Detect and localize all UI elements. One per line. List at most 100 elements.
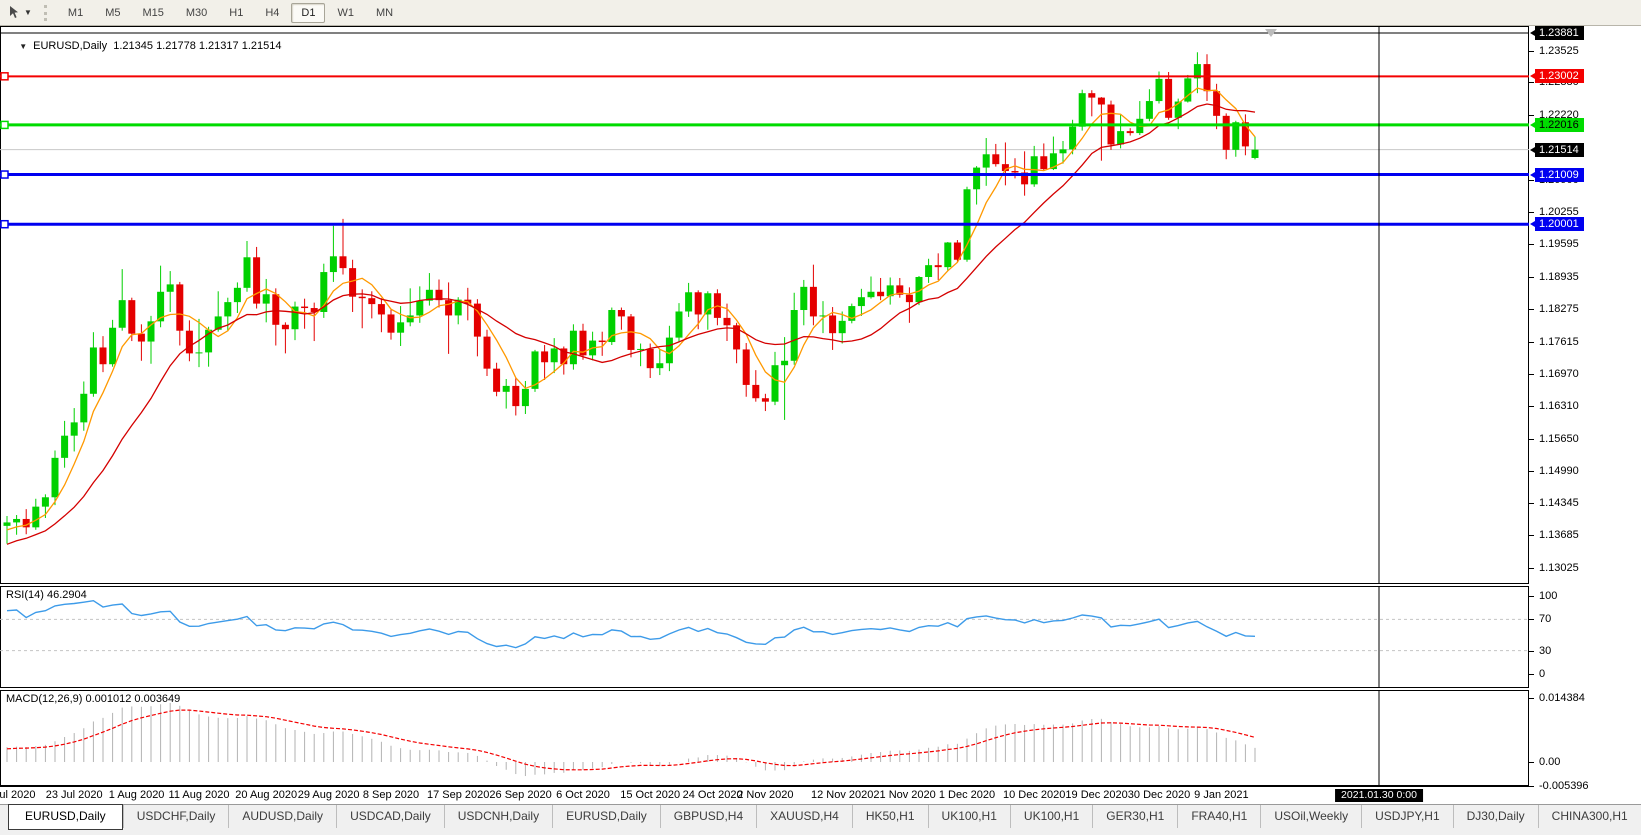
timeframe-button-d1[interactable]: D1: [291, 2, 326, 23]
macd-tick-mark: [1529, 786, 1534, 787]
chart-tab-1[interactable]: USDCHF,Daily: [122, 805, 229, 828]
macd-tick-label: -0.005396: [1539, 780, 1589, 792]
ma-14-line[interactable]: [6, 103, 1256, 545]
macd-indicator-label: MACD(12,26,9) 0.001012 0.003649: [6, 693, 181, 705]
date-label: 14 Jul 2020: [0, 789, 36, 801]
macd-panel[interactable]: [0, 690, 1529, 787]
chart-tab-0[interactable]: EURUSD,Daily: [8, 804, 123, 830]
date-label: 1 Aug 2020: [108, 789, 165, 801]
chart-tab-12[interactable]: FRA40,H1: [1177, 805, 1260, 828]
chart-tab-10[interactable]: UK100,H1: [1009, 805, 1092, 828]
price-badge-1.23002: 1.23002: [1530, 69, 1584, 84]
date-label: 30 Dec 2020: [1127, 789, 1191, 801]
timeframe-button-m15[interactable]: M15: [142, 6, 164, 19]
date-label: 24 Oct 2020: [682, 789, 743, 801]
chart-tab-3[interactable]: USDCAD,Daily: [336, 805, 444, 828]
price-badge-notch: [1530, 171, 1535, 178]
chart-tab-9[interactable]: UK100,H1: [927, 805, 1010, 828]
chart-tab-4[interactable]: USDCNH,Daily: [443, 805, 552, 828]
hline-anchor[interactable]: [0, 72, 9, 81]
price-tick-label: 1.17615: [1539, 335, 1579, 348]
timeframe-button-m1[interactable]: M1: [67, 6, 84, 19]
rsi-tick-label: 30: [1539, 644, 1552, 657]
date-label: 6 Oct 2020: [556, 789, 610, 801]
price-badge-notch: [1530, 221, 1535, 228]
date-badge: 2021.01.30 0:00: [1335, 789, 1423, 802]
timeframe-button-w1[interactable]: W1: [337, 6, 354, 19]
chart-tab-7[interactable]: XAUUSD,H4: [756, 805, 852, 828]
macd-signal-line: [6, 709, 1256, 771]
price-tick-label: 1.18275: [1539, 303, 1579, 316]
price-tick-mark: [1529, 276, 1534, 278]
price-tick-label: 1.23525: [1539, 44, 1579, 57]
macd-tick-label: 0.00: [1539, 756, 1561, 768]
hline-anchor[interactable]: [0, 120, 9, 130]
price-tick-label: 1.14990: [1539, 465, 1579, 478]
price-tick-label: 1.13685: [1539, 529, 1579, 542]
price-badge-1.22016: 1.22016: [1530, 117, 1584, 132]
price-badge-notch: [1530, 146, 1535, 153]
chart-tab-5[interactable]: EURUSD,Daily: [552, 805, 660, 828]
price-badge-1.20001: 1.20001: [1530, 217, 1584, 232]
price-tick-label: 1.13025: [1539, 562, 1579, 574]
timeframe-button-h1[interactable]: H1: [229, 6, 244, 19]
date-label: 11 Aug 2020: [168, 789, 230, 801]
main-chart-panel[interactable]: [0, 26, 1529, 584]
chart-tab-2[interactable]: AUDUSD,Daily: [228, 805, 336, 828]
macd-tick-mark: [1529, 698, 1534, 699]
price-tick-mark: [1529, 82, 1534, 84]
price-tick-label: 1.14345: [1539, 496, 1579, 509]
price-axis[interactable]: 1.235251.228801.222201.209001.202551.195…: [1529, 26, 1641, 792]
chart-tab-13[interactable]: USOil,Weekly: [1260, 805, 1361, 828]
chevron-down-icon[interactable]: ▼: [24, 8, 32, 17]
hline-anchor[interactable]: [0, 219, 9, 229]
ma-5-line[interactable]: [6, 87, 1256, 531]
price-tick-mark: [1529, 438, 1534, 440]
chart-ohlc-values: 1.21345 1.21778 1.21317 1.21514: [113, 40, 282, 52]
timeframe-button-h4[interactable]: H4: [265, 6, 280, 19]
chart-tab-11[interactable]: GER30,H1: [1092, 805, 1177, 828]
price-tick-mark: [1529, 341, 1534, 343]
price-tick-mark: [1529, 179, 1534, 181]
macd-tick-mark: [1529, 762, 1534, 763]
collapse-triangle-icon[interactable]: ▼: [19, 42, 28, 51]
price-badge-1.23881: 1.23881: [1530, 26, 1584, 40]
rsi-panel[interactable]: [0, 586, 1529, 688]
macd-canvas[interactable]: [0, 690, 1529, 787]
price-tick-label: 1.22220: [1539, 108, 1579, 121]
price-tick-mark: [1529, 535, 1534, 537]
price-tick-mark: [1529, 568, 1534, 569]
rsi-tick-mark: [1529, 619, 1534, 621]
chart-tab-14[interactable]: USDJPY,H1: [1361, 805, 1452, 828]
timeframe-buttons: M1 M5 M15 M30 H1 H4 D1 W1 MN: [57, 2, 404, 23]
cursor-tool-icon[interactable]: [4, 4, 24, 22]
rsi-tick-label: 100: [1539, 590, 1558, 602]
chart-tab-15[interactable]: DJ30,Daily: [1452, 805, 1538, 828]
toolbar-grip[interactable]: [43, 4, 47, 21]
date-label: 8 Sep 2020: [362, 789, 420, 801]
rsi-canvas[interactable]: [0, 586, 1529, 688]
price-badge-1.21009: 1.21009: [1530, 167, 1584, 182]
price-tick-mark: [1529, 309, 1534, 311]
price-badge-notch: [1530, 73, 1535, 80]
chart-symbol-label: EURUSD,Daily: [33, 40, 108, 52]
timeframe-button-mn[interactable]: MN: [375, 6, 394, 19]
main-chart-canvas[interactable]: [0, 26, 1529, 584]
date-label: 15 Oct 2020: [620, 789, 681, 801]
macd-histogram: [6, 702, 1256, 777]
chart-tab-6[interactable]: GBPUSD,H4: [659, 805, 756, 828]
timeframe-button-m5[interactable]: M5: [105, 6, 121, 19]
date-label: 19 Dec 2020: [1065, 789, 1128, 801]
chart-tab-8[interactable]: HK50,H1: [851, 805, 928, 828]
price-tick-mark: [1529, 244, 1534, 246]
price-tick-label: 1.18935: [1539, 270, 1579, 283]
price-tick-mark: [1529, 211, 1534, 213]
price-tick-mark: [1529, 406, 1534, 408]
chart-shift-marker[interactable]: [1265, 29, 1277, 37]
hline-anchor[interactable]: [0, 170, 9, 179]
date-label: 10 Dec 2020: [1002, 789, 1066, 801]
timeframe-button-m30[interactable]: M30: [185, 6, 208, 19]
chart-tab-16[interactable]: CHINA300,H1: [1537, 805, 1641, 828]
